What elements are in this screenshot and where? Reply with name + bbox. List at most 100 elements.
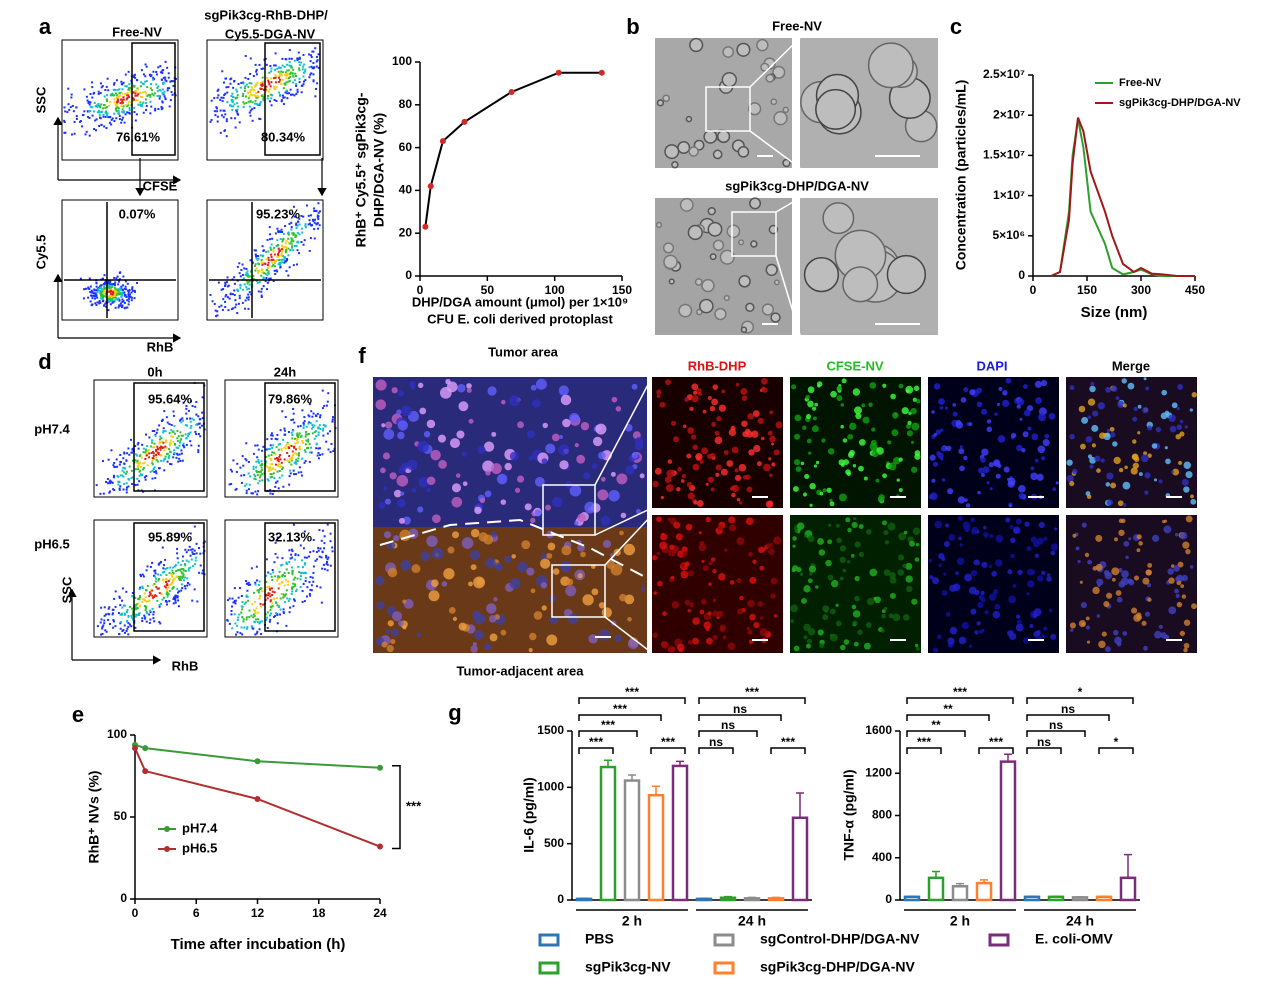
micro-particle xyxy=(797,522,804,529)
micro-particle xyxy=(515,488,520,493)
micro-particle xyxy=(762,304,773,315)
micro-particle xyxy=(1119,581,1126,588)
event-dot xyxy=(330,443,332,445)
micro-particle xyxy=(964,525,970,531)
micro-particle xyxy=(808,578,813,583)
event-dot xyxy=(143,575,145,577)
event-dot xyxy=(298,571,300,573)
micro-particle xyxy=(1168,577,1174,583)
micro-particle xyxy=(1112,441,1117,446)
event-dot xyxy=(99,302,101,304)
micro-particle xyxy=(853,464,856,467)
micro-particle xyxy=(950,627,958,635)
panel-label: c xyxy=(950,14,962,39)
event-dot xyxy=(176,548,178,550)
event-dot xyxy=(301,559,303,561)
micro-particle xyxy=(510,452,519,461)
event-dot xyxy=(158,564,160,566)
micro-particle xyxy=(543,423,548,428)
event-dot xyxy=(232,105,234,107)
micro-particle xyxy=(601,516,611,526)
event-dot xyxy=(300,575,302,577)
micro-particle xyxy=(1178,461,1182,465)
micro-particle xyxy=(480,498,485,503)
event-dot xyxy=(269,448,271,450)
event-dot xyxy=(176,453,178,455)
event-dot xyxy=(114,625,116,627)
micro-particle xyxy=(701,447,708,454)
micro-particle xyxy=(996,474,1001,479)
micro-particle xyxy=(1110,482,1116,488)
event-dot xyxy=(247,78,249,80)
event-dot xyxy=(297,232,299,234)
micro-particle xyxy=(1118,530,1124,536)
event-dot xyxy=(151,462,153,464)
event-dot xyxy=(307,441,309,443)
event-dot xyxy=(274,575,276,577)
event-dot xyxy=(257,444,259,446)
micro-particle xyxy=(843,438,847,442)
micro-particle xyxy=(511,554,516,559)
micro-particle xyxy=(1111,386,1117,392)
event-dot xyxy=(280,458,282,460)
event-dot xyxy=(164,97,166,99)
event-dot xyxy=(271,587,273,589)
event-dot xyxy=(279,443,281,445)
event-dot xyxy=(261,259,263,261)
event-dot xyxy=(243,618,245,620)
event-dot xyxy=(214,110,216,112)
event-dot xyxy=(66,111,68,113)
event-dot xyxy=(160,561,162,563)
micro-particle xyxy=(619,594,626,601)
micro-particle xyxy=(665,145,679,159)
event-dot xyxy=(194,431,196,433)
event-dot xyxy=(246,492,248,494)
event-dot xyxy=(198,547,200,549)
event-dot xyxy=(103,290,105,292)
event-dot xyxy=(272,444,274,446)
micro-particle xyxy=(1089,386,1096,393)
event-dot xyxy=(131,299,133,301)
event-dot xyxy=(151,460,153,462)
event-dot xyxy=(139,104,141,106)
event-dot xyxy=(181,583,183,585)
event-dot xyxy=(282,71,284,73)
micro-particle xyxy=(419,408,426,415)
micro-particle xyxy=(715,436,723,444)
event-dot xyxy=(305,451,307,453)
event-dot xyxy=(124,624,126,626)
micro-particle xyxy=(739,240,744,245)
micro-particle xyxy=(1180,631,1185,636)
event-dot xyxy=(71,94,73,96)
event-dot xyxy=(291,58,293,60)
event-dot xyxy=(68,109,70,111)
event-dot xyxy=(188,569,190,571)
micro-particle xyxy=(977,602,983,608)
micro-particle xyxy=(1180,584,1184,588)
micro-particle xyxy=(577,514,586,523)
event-dot xyxy=(258,290,260,292)
micro-particle xyxy=(771,313,780,322)
event-dot xyxy=(192,565,194,567)
event-dot xyxy=(241,633,243,635)
event-dot xyxy=(198,572,200,574)
event-dot xyxy=(221,70,223,72)
event-dot xyxy=(110,293,112,295)
bar xyxy=(649,795,663,900)
micro-particle xyxy=(836,538,842,544)
micro-particle xyxy=(1070,385,1075,390)
event-dot xyxy=(239,467,241,469)
event-dot xyxy=(279,79,281,81)
event-dot xyxy=(175,447,177,449)
event-dot xyxy=(229,83,231,85)
event-dot xyxy=(319,454,321,456)
micro-particle xyxy=(795,414,802,421)
event-dot xyxy=(274,615,276,617)
event-dot xyxy=(68,103,70,105)
micro-particle xyxy=(1108,573,1111,576)
event-dot xyxy=(227,276,229,278)
event-dot xyxy=(311,66,313,68)
micro-particle xyxy=(703,621,711,629)
event-dot xyxy=(101,293,103,295)
event-dot xyxy=(175,602,177,604)
